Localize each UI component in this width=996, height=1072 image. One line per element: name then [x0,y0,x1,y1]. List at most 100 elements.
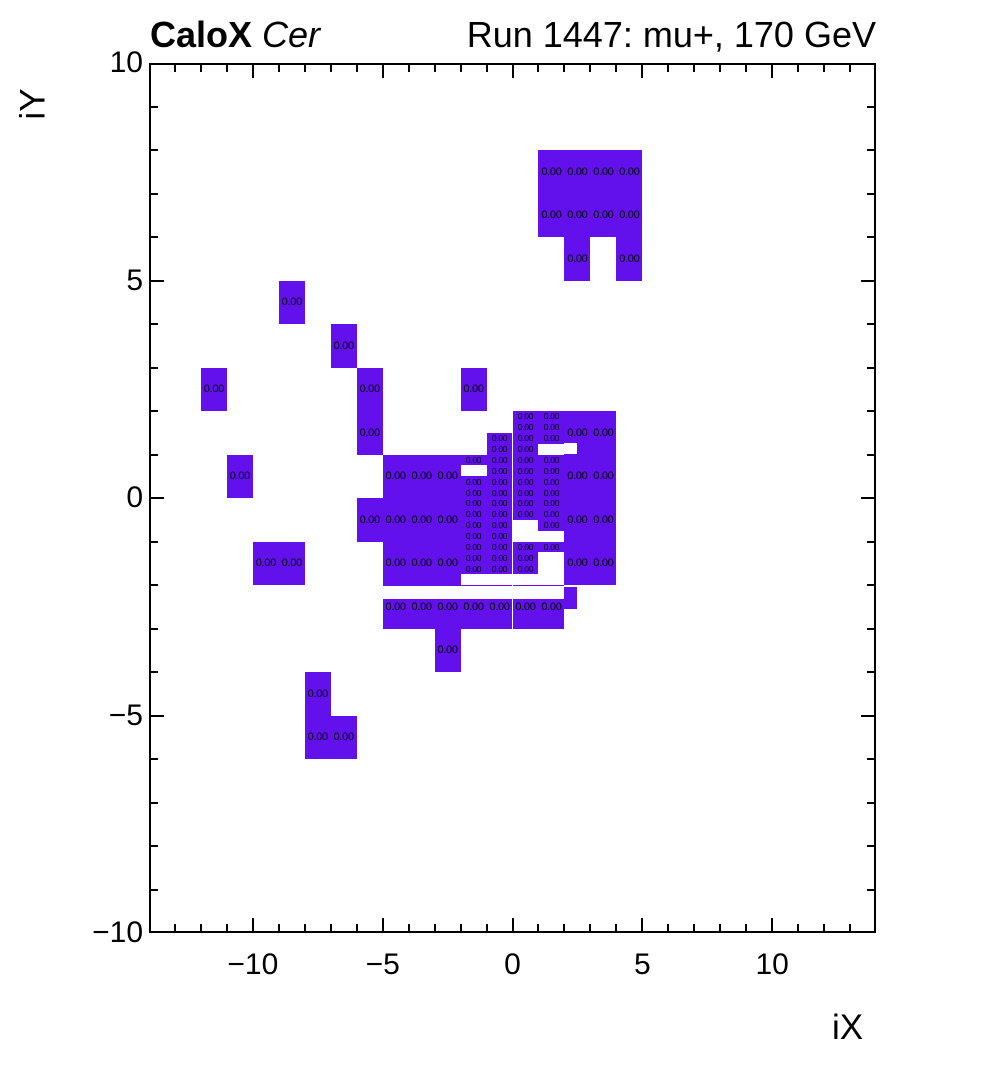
histogram-dense-cell: 0.00 [538,498,565,509]
histogram-dense-cell: 0.00 [486,552,513,564]
histogram-cell: 0.00 [356,498,383,542]
histogram-cell: 0.00 [616,193,643,237]
y-axis-tick-right [867,845,876,847]
y-axis-tick [149,714,164,717]
histogram-dense-cell: 0.00 [486,498,513,509]
x-tick-label: 10 [755,948,789,981]
y-axis-tick [149,584,158,586]
y-axis-tick-right [867,149,876,151]
histogram-cell: 0.00 [538,193,565,237]
histogram-dense-cell: 0.00 [538,432,565,444]
y-axis-tick-right [867,366,876,369]
histogram-dense-cell: 0.00 [538,454,565,466]
x-axis-tick-top [355,63,358,72]
y-axis-tick [149,497,164,499]
x-axis-tick-top [407,63,410,72]
histogram-dense-cell: 0.00 [512,498,539,509]
histogram-cell: 0.00 [304,715,331,759]
histogram-dense-cell: 0.00 [512,454,539,466]
y-axis-tick-right [867,410,876,412]
histogram-cell: 0.00 [538,150,565,194]
y-axis-tick-right [867,236,876,238]
histogram-dense-cell: 0.00 [460,541,487,553]
x-tick-label: 5 [633,948,651,981]
x-axis-tick-top [459,63,462,72]
y-axis-tick-right [867,801,876,804]
x-axis-tick-top [823,63,826,72]
histogram-cell: 0.00 [200,367,227,411]
y-axis-tick-right [867,323,876,325]
y-axis-title: iY [13,88,53,120]
histogram-cell: 0.00 [278,280,305,324]
y-axis-tick-right [867,192,876,195]
histogram-dense-cell: 0.00 [538,411,565,422]
x-axis-tick [433,924,436,933]
histogram-cell: 0.00 [434,541,461,585]
histogram-cell-fragment [564,587,578,609]
empty-bin-gap [564,442,578,455]
x-axis-tick-top [251,63,254,78]
x-axis-tick-top [693,63,696,72]
y-axis-tick [149,540,158,543]
histogram-cell: 0.00 [330,715,357,759]
x-axis-tick-top [771,63,774,78]
x-axis-tick [459,924,462,933]
histogram-dense-cell: 0.00 [512,443,539,455]
histogram-cell: 0.00 [590,498,617,542]
histogram-dense-cell: 0.00 [486,432,513,444]
histogram-cell: 0.00 [434,498,461,542]
histogram-dense-cell: 0.00 [486,530,513,542]
histogram-cell: 0.00 [382,541,409,585]
histogram-dense-cell: 0.00 [486,476,513,488]
x-axis-tick [745,924,748,933]
histogram-cell: 0.00 [408,498,435,542]
x-axis-tick [719,924,722,933]
x-axis-tick [277,924,280,933]
plot-title-right: Run 1447: mu+, 170 GeV [466,14,876,55]
x-axis-tick [537,924,540,933]
histogram-dense-cell: 0.00 [538,476,565,488]
y-axis-tick [149,323,158,325]
plot-title-left: CaloX Cer [150,14,320,56]
x-axis-tick-top [641,63,644,78]
x-axis-tick [823,924,826,933]
histogram-dense-cell: 0.00 [538,465,565,477]
histogram-dense-cell: 0.00 [486,508,513,520]
x-axis-tick-top [589,63,592,72]
y-axis-tick-right [867,453,876,456]
histogram-cell: 0.00 [434,628,461,672]
histogram-cell: 0.00 [564,237,591,281]
y-axis-tick [149,410,158,412]
histogram-cell: 0.00 [564,541,591,585]
histogram-dense-cell: 0.00 [512,552,539,564]
x-axis-tick-top [303,63,306,72]
x-axis-tick-top [797,63,800,72]
histogram-cell: 0.00 [304,672,331,716]
x-axis-tick [797,924,800,933]
histogram-cell: 0.00 [590,150,617,194]
x-axis-tick-top [485,63,488,72]
histogram-cell: 0.00 [434,454,461,498]
y-axis-tick-right [861,497,876,499]
histogram-cell: 0.00 [382,454,409,498]
y-axis-tick-right [861,279,876,282]
plot-title-left-bold: CaloX [150,14,253,55]
y-axis-tick [149,627,158,630]
histogram-dense-cell: 0.00 [486,563,513,575]
x-axis-title: iX [832,1008,864,1047]
x-axis-tick [485,924,488,933]
empty-bin-gap [382,585,565,599]
histogram-cell: 0.00 [278,541,305,585]
x-axis-tick [693,924,696,933]
histogram-dense-cell: 0.00 [512,421,539,433]
histogram-cell: 0.00 [616,237,643,281]
y-axis-tick [149,366,158,369]
x-axis-tick [225,924,228,933]
x-axis-tick [303,924,306,933]
x-axis-tick-top [225,63,228,72]
x-tick-label: −10 [227,948,279,981]
x-axis-tick-top [667,63,670,72]
x-axis-tick-top [745,63,748,72]
x-axis-tick-top [615,63,618,72]
